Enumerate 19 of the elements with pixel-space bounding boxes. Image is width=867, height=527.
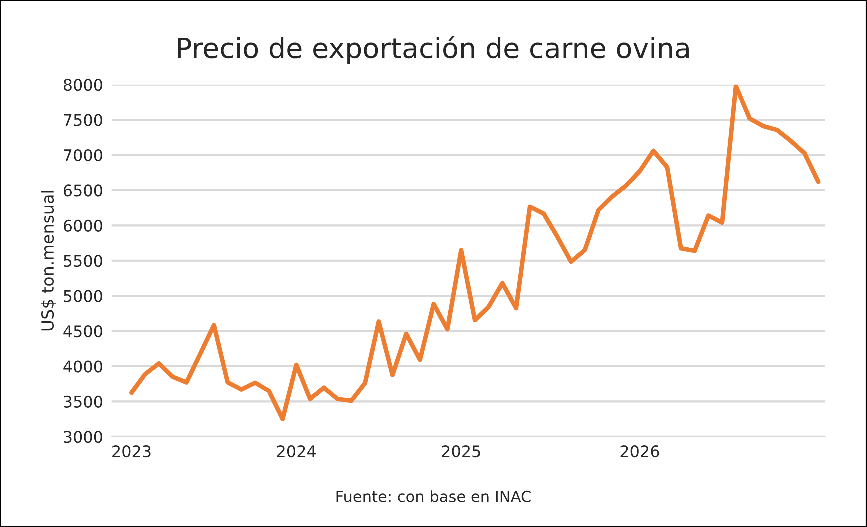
x-tick-label: 2026 xyxy=(620,446,660,458)
y-tick-label: 5000 xyxy=(64,290,102,302)
x-tick-label: 2024 xyxy=(277,446,316,458)
y-tick-label: 7000 xyxy=(64,149,102,162)
y-tick-label: 7500 xyxy=(64,114,102,126)
chart-title: Precio de exportación de carne ovina xyxy=(178,36,689,64)
y-axis-title: US$ ton.mensual xyxy=(41,191,56,331)
y-tick-label: 5500 xyxy=(64,255,102,268)
y-tick-label: 4500 xyxy=(64,325,102,338)
y-tick-label: 6500 xyxy=(64,184,102,197)
y-tick-label: 3500 xyxy=(64,396,102,408)
source-note: Fuente: con base en INAC xyxy=(336,490,531,502)
y-tick-label: 6000 xyxy=(64,220,102,232)
line-series xyxy=(130,84,821,422)
y-tick-label: 4000 xyxy=(64,360,102,373)
y-tick-label: 8000 xyxy=(64,79,102,92)
x-tick-label: 2023 xyxy=(112,446,151,458)
x-tick-label: 2025 xyxy=(442,446,480,458)
y-tick-label: 3000 xyxy=(64,431,102,444)
